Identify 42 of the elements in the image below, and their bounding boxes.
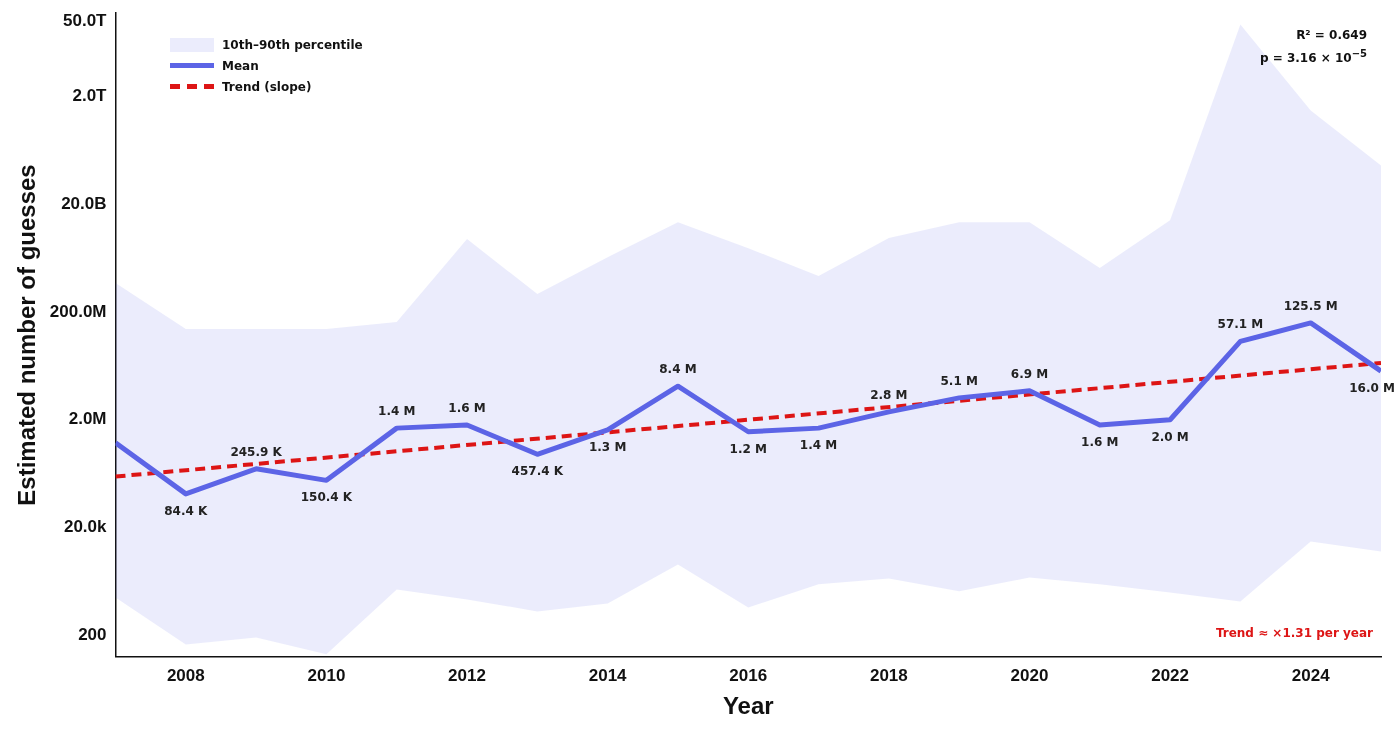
annotation: R² = 0.649 [1296,28,1367,42]
data-label: 84.4 K [164,503,209,518]
x-tick-label: 2020 [1010,665,1049,685]
annotation: Trend ≈ ×1.31 per year [1215,626,1373,640]
data-label: 5.1 M [940,373,978,388]
data-label: 1.2 M [729,441,767,456]
data-label: 1.6 M [448,401,486,416]
x-tick-label: 2014 [588,665,628,685]
x-tick-label: 2012 [448,665,486,685]
data-label: 6.9 M [1010,366,1049,381]
data-label: 150.4 K [300,490,353,505]
y-tick-label: 2.0M [68,409,107,429]
data-label: 8.4 M [659,362,697,377]
x-tick-label: 2022 [1151,665,1189,685]
x-tick-label: 2010 [307,665,346,685]
x-tick-label: 2016 [729,665,768,685]
y-axis-title: Estimated number of guesses [13,164,41,506]
annotation: 10th–90th percentile [222,37,363,52]
data-label: 16.0 M [1349,381,1395,396]
data-label: 57.1 M [1217,317,1264,332]
data-label: 245.9 K [230,444,283,459]
data-label: 2.0 M [1151,429,1189,444]
y-tick-label: 200 [78,625,107,645]
legend-label: Mean [222,58,259,73]
data-label: 1.6 M [1081,435,1119,450]
x-tick-label: 2008 [166,665,205,685]
y-tick-label: 20.0k [63,517,108,537]
data-label: 125.5 M [1283,299,1338,314]
data-label: 2.8 M [870,388,908,403]
x-axis-title: Year [722,692,774,720]
data-label: 1.4 M [799,438,838,453]
y-tick-label: 200.0M [49,301,107,321]
x-tick-label: 2018 [869,665,908,685]
y-tick-label: 2.0T [72,86,108,106]
legend-label: Trend (slope) [222,79,312,94]
data-label: 457.4 K [511,464,564,479]
x-tick-label: 2024 [1291,665,1331,685]
y-tick-label: 20.0B [61,193,107,213]
y-tick-label: 50.0T [63,10,108,30]
data-label: 1.3 M [588,439,627,454]
annotation: p = 3.16 × 10$^{−5}$ [1259,48,1367,65]
data-label: 1.4 M [378,404,416,419]
